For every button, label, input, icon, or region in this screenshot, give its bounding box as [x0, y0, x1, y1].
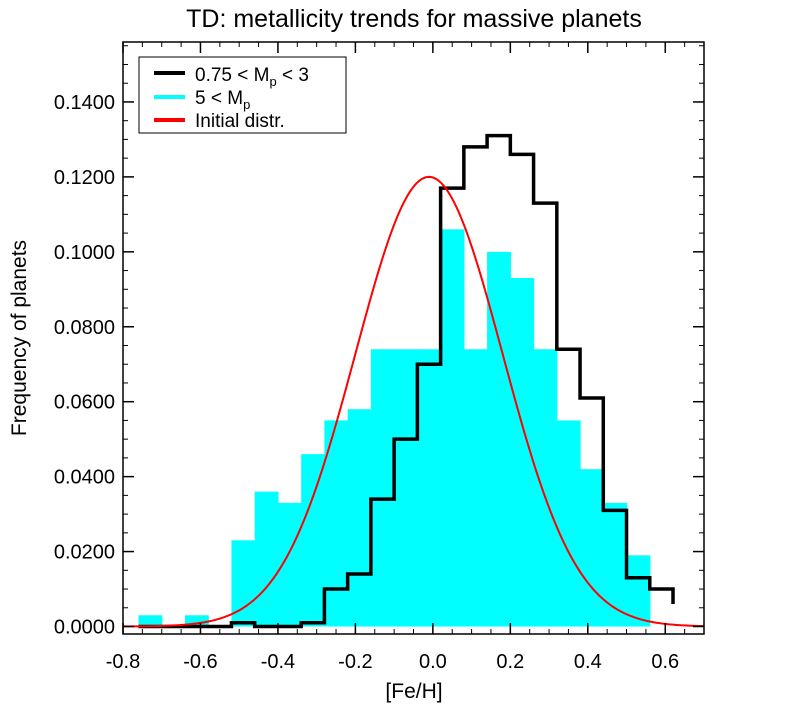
- y-tick-label: 0.1000: [54, 242, 115, 264]
- bar-14: [463, 349, 488, 627]
- legend: 0.75 < Mp < 3 5 < Mp Initial distr.: [138, 56, 347, 134]
- y-axis-label: Frequency of planets: [8, 240, 31, 436]
- y-tick-label: 0.0800: [54, 317, 115, 339]
- bar-19: [580, 469, 604, 627]
- bar-17: [533, 349, 558, 627]
- y-tick-label: 0.1400: [54, 92, 115, 114]
- chart-title: TD: metallicity trends for massive plane…: [186, 5, 642, 33]
- x-tick-label: -0.6: [183, 651, 217, 673]
- initial-distribution-curve: [122, 175, 705, 628]
- bar-9: [347, 409, 372, 627]
- bars-layer: [138, 229, 651, 627]
- x-tick-label: 0.4: [574, 651, 602, 673]
- bar-6: [277, 502, 302, 627]
- x-tick-label: 0.2: [496, 651, 524, 673]
- y-tick-label: 0.0400: [54, 467, 115, 489]
- step-layer: [138, 133, 675, 629]
- y-tick-label: 0.0200: [54, 542, 115, 564]
- bar-0: [138, 615, 163, 627]
- bar-8: [324, 420, 349, 627]
- bar-5: [254, 491, 279, 627]
- legend-label-0: 0.75 < Mp < 3: [195, 65, 309, 89]
- x-tick-label: -0.4: [261, 651, 295, 673]
- legend-label-2: Initial distr.: [195, 111, 285, 132]
- bar-13: [440, 229, 465, 627]
- y-tick-label: 0.0600: [54, 392, 115, 414]
- bar-2: [184, 615, 209, 627]
- bar-16: [510, 278, 535, 627]
- bar-10: [370, 349, 395, 627]
- bar-12: [417, 349, 442, 627]
- x-tick-label: -0.2: [338, 651, 372, 673]
- step-series-line: [138, 133, 675, 629]
- x-tick-label: 0.0: [419, 651, 447, 673]
- curve-layer: [122, 175, 705, 628]
- x-tick-label: 0.6: [651, 651, 679, 673]
- legend-label-1: 5 < Mp: [195, 88, 250, 112]
- x-ticks: -0.8 -0.6 -0.4 -0.2 0.0 0.2 0.4 0.6: [106, 42, 686, 673]
- bar-18: [556, 420, 581, 627]
- x-tick-label: -0.8: [106, 651, 140, 673]
- x-axis-label: [Fe/H]: [385, 680, 442, 703]
- y-tick-label: 0.0000: [54, 617, 115, 639]
- bar-15: [487, 251, 511, 627]
- bar-4: [231, 540, 256, 627]
- y-ticks: 0.0000 0.0200 0.0400 0.0600 0.0800 0.1000 0.12…: [54, 45, 704, 639]
- y-tick-label: 0.1200: [54, 167, 115, 189]
- bar-20: [603, 502, 628, 627]
- bar-7: [301, 454, 326, 627]
- bar-21: [626, 555, 651, 627]
- bar-11: [394, 349, 418, 627]
